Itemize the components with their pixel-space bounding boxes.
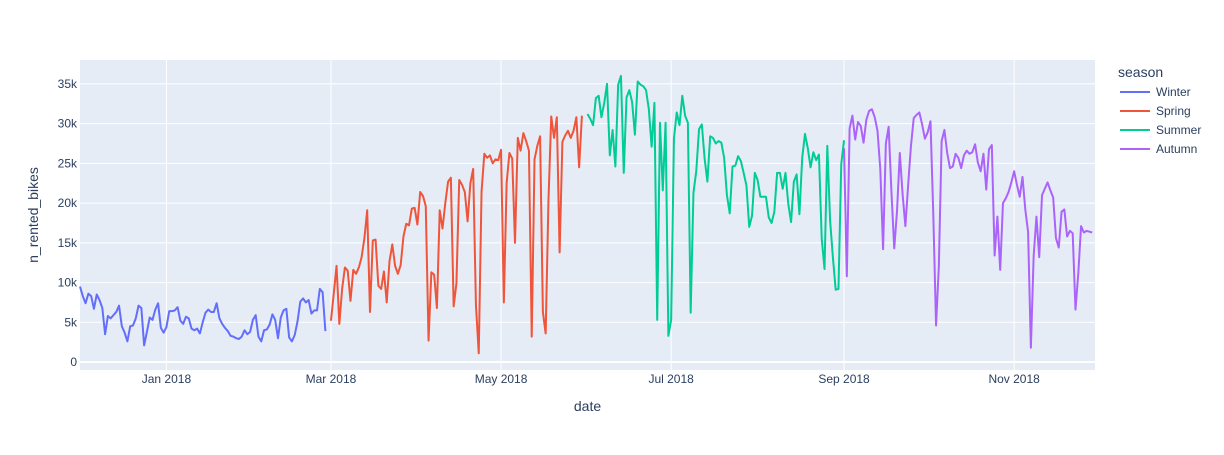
y-tick-label: 35k — [58, 77, 78, 91]
plot-background — [80, 60, 1095, 370]
series-line-autumn[interactable] — [843, 108, 1093, 349]
legend-item-winter[interactable]: Winter — [1120, 85, 1191, 99]
y-tick-label: 30k — [58, 117, 78, 131]
legend-label: Spring — [1156, 104, 1191, 118]
legend-item-spring[interactable]: Spring — [1120, 104, 1191, 118]
y-gridlines — [80, 83, 1095, 364]
legend-label: Autumn — [1156, 142, 1197, 156]
legend-item-summer[interactable]: Summer — [1120, 123, 1201, 137]
y-tick-label: 25k — [58, 156, 78, 170]
x-axis-title: date — [574, 398, 601, 414]
x-tick-label: Jul 2018 — [648, 372, 694, 386]
legend-items: Winter Spring Summer Autumn — [1120, 85, 1201, 156]
series-line-summer[interactable] — [586, 74, 846, 337]
x-tick-label: Sep 2018 — [818, 372, 870, 386]
x-axis-ticks: Jan 2018 Mar 2018 May 2018 Jul 2018 Sep 2018… — [142, 372, 1040, 386]
x-tick-label: Nov 2018 — [988, 372, 1040, 386]
legend-label: Summer — [1156, 123, 1201, 137]
y-axis-ticks: 0 5k 10k 15k 20k 25k 30k 35k — [58, 77, 78, 369]
y-tick-label: 5k — [64, 315, 78, 329]
y-tick-label: 10k — [58, 276, 78, 290]
series-layer — [79, 74, 1093, 355]
series-line-spring[interactable] — [329, 115, 583, 355]
x-tick-label: Mar 2018 — [306, 372, 357, 386]
legend-title: season — [1118, 64, 1163, 80]
x-tick-label: May 2018 — [475, 372, 528, 386]
legend[interactable]: season Winter Spring Summer Autumn — [1118, 64, 1201, 156]
y-tick-label: 15k — [58, 236, 78, 250]
legend-item-autumn[interactable]: Autumn — [1120, 142, 1197, 156]
y-tick-label: 0 — [70, 355, 77, 369]
legend-label: Winter — [1156, 85, 1191, 99]
series-line-winter[interactable] — [79, 286, 327, 347]
y-tick-label: 20k — [58, 196, 78, 210]
x-tick-label: Jan 2018 — [142, 372, 192, 386]
y-axis-title: n_rented_bikes — [25, 167, 41, 263]
